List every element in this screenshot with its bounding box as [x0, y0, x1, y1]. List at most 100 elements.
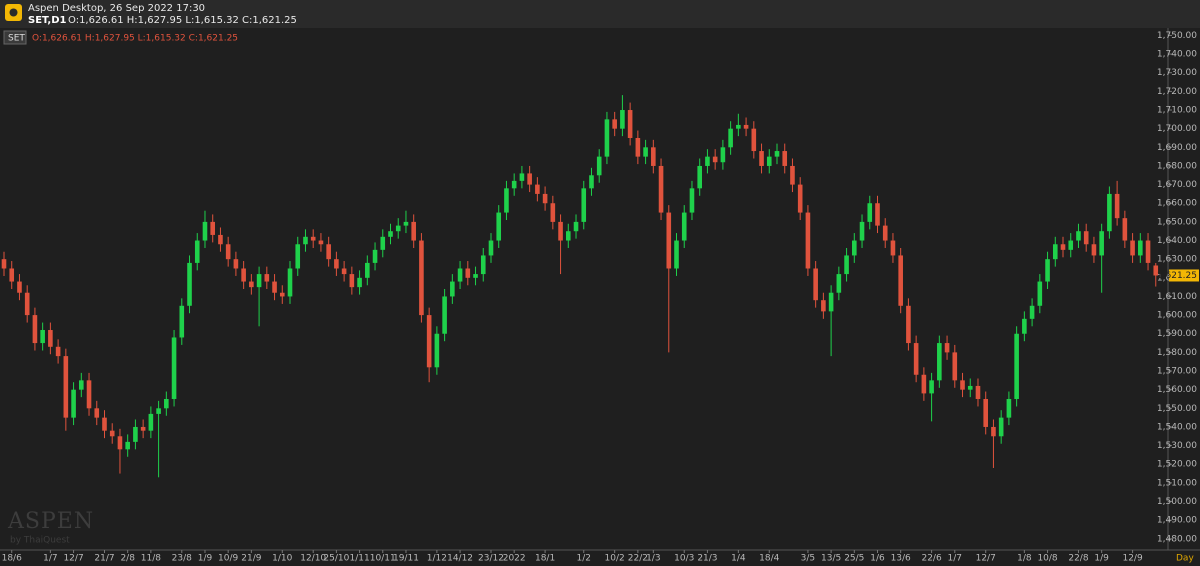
candle-body	[357, 277, 362, 288]
candle-body	[844, 255, 849, 275]
candle-body	[736, 124, 741, 129]
x-tick-label: 1/9	[198, 554, 213, 564]
candle-body	[998, 417, 1004, 437]
x-tick-label: 23/12	[478, 554, 504, 564]
candle-body	[705, 156, 710, 166]
candle-body	[1068, 240, 1074, 250]
y-tick-label: 1,600.00	[1157, 311, 1197, 321]
candle-body	[218, 234, 223, 245]
x-tick-label: 12/7	[976, 554, 996, 564]
candle-body	[589, 175, 594, 189]
candle-body	[1037, 281, 1043, 306]
candle-body	[1052, 244, 1058, 260]
candle-body	[828, 292, 834, 312]
candle-body	[573, 221, 579, 232]
legend-symbol-box	[3, 30, 27, 45]
x-tick-label: 2/8	[120, 554, 135, 564]
candle-body	[194, 240, 200, 263]
candle-body	[983, 398, 989, 427]
x-tick-label: 1/11	[349, 554, 369, 564]
candle-body	[264, 274, 270, 282]
candle-body	[434, 333, 440, 368]
y-tick-label: 1,580.00	[1157, 348, 1197, 358]
candle-body	[1014, 333, 1019, 399]
candle-body	[504, 188, 509, 213]
candle-body	[380, 236, 386, 250]
candle-body	[450, 281, 455, 297]
candle-body	[774, 151, 780, 157]
x-tick-label: 1/3	[646, 554, 660, 564]
x-tick-label: 10/9	[218, 554, 238, 564]
x-tick-label: 1/4	[731, 554, 746, 564]
x-tick-label: 18/1	[535, 554, 555, 564]
y-tick-label: 1,530.00	[1157, 441, 1197, 451]
candle-body	[117, 436, 123, 450]
candle-body	[1, 259, 7, 269]
candle-body	[1045, 259, 1050, 282]
candle-body	[790, 165, 795, 185]
candle-body	[511, 180, 517, 189]
candle-body	[1022, 318, 1027, 334]
legend-symbol: SET	[8, 34, 25, 44]
candle-body	[527, 173, 532, 185]
candle-body	[805, 212, 811, 269]
candle-body	[875, 203, 880, 226]
candle-body	[1145, 240, 1151, 263]
candle-body	[1060, 244, 1066, 250]
candle-body	[187, 262, 192, 306]
plot-area	[0, 28, 1168, 550]
candle-body	[133, 426, 138, 442]
x-tick-label: 13/5	[821, 554, 841, 564]
candle-body	[372, 249, 378, 263]
candle-body	[9, 268, 15, 282]
y-tick-label: 1,650.00	[1157, 217, 1197, 227]
candle-body	[604, 119, 610, 157]
candle-body	[156, 408, 161, 414]
candle-body	[279, 292, 285, 297]
last-price-tag	[1169, 269, 1199, 282]
x-tick-label: 22/2	[628, 554, 648, 564]
y-tick-label: 1,590.00	[1157, 329, 1197, 339]
x-unit: Day	[1176, 554, 1194, 564]
candle-body	[287, 268, 293, 297]
candle-body	[651, 147, 656, 166]
candle-body	[349, 274, 355, 288]
candle-body	[109, 430, 115, 437]
x-tick-label: 1/2	[577, 554, 591, 564]
x-tick-label: 12/9	[1122, 554, 1142, 564]
candle-body	[782, 151, 788, 166]
y-tick-label: 1,690.00	[1157, 143, 1197, 153]
candle-body	[643, 147, 648, 157]
window-title: Aspen Desktop, 26 Sep 2022 17:30	[28, 3, 205, 14]
x-tick-label: 1/7	[948, 554, 962, 564]
candle-body	[813, 268, 818, 301]
window-ohlc: O:1,626.61 H:1,627.95 L:1,615.32 C:1,621…	[68, 15, 297, 26]
x-tick-label: 1/10	[272, 554, 292, 564]
candle-body	[666, 212, 672, 269]
candle-body	[1006, 398, 1012, 418]
candle-body	[125, 441, 130, 450]
candle-body	[365, 262, 370, 278]
candle-body	[457, 268, 463, 282]
candle-body	[24, 292, 30, 316]
candle-body	[519, 173, 525, 181]
candle-body	[480, 255, 486, 275]
candle-body	[944, 343, 950, 353]
y-tick-label: 1,740.00	[1157, 50, 1197, 60]
candle-body	[63, 356, 69, 418]
x-tick-label: 25/5	[844, 554, 864, 564]
y-tick-label: 1,670.00	[1157, 180, 1197, 190]
candle-body	[79, 380, 84, 390]
candle-body	[836, 274, 842, 293]
candle-body	[71, 389, 76, 418]
candle-body	[1099, 231, 1104, 256]
candle-body	[929, 380, 934, 394]
y-tick-label: 1,490.00	[1157, 516, 1197, 526]
y-tick-label: 1,680.00	[1157, 161, 1197, 171]
candle-body	[635, 137, 641, 157]
window-symbol: SET,D1	[28, 15, 67, 26]
candle-body	[225, 244, 231, 260]
x-tick-label: 10/8	[1037, 554, 1057, 564]
x-tick-label: 10/2	[605, 554, 625, 564]
